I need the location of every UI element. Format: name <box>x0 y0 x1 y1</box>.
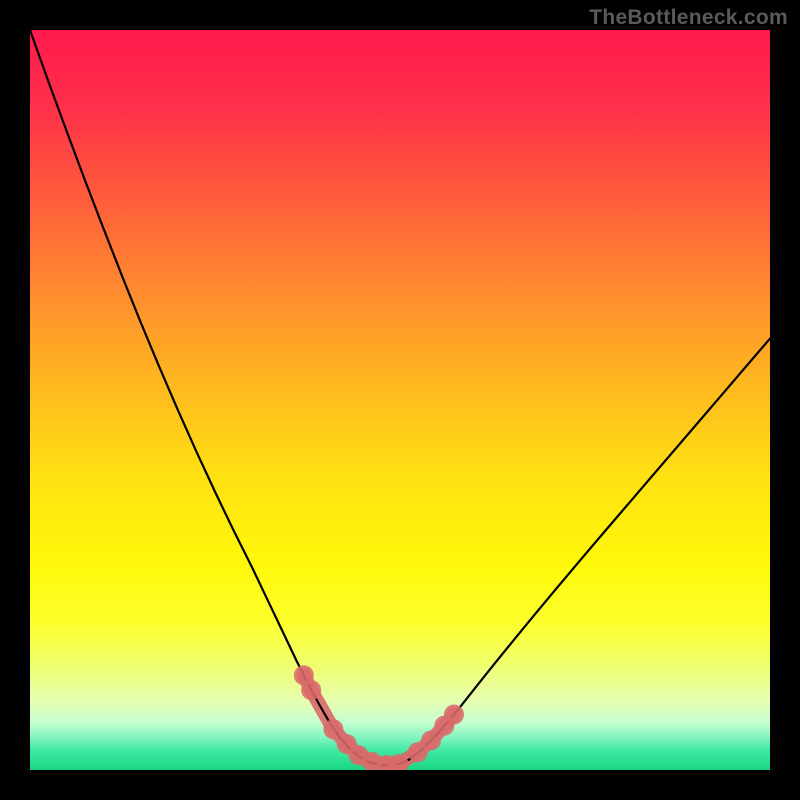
data-marker <box>323 719 343 739</box>
data-marker <box>301 680 321 700</box>
curves-layer <box>30 30 770 770</box>
bottleneck-curve-left <box>30 30 388 766</box>
bottleneck-curve-right <box>388 339 770 766</box>
plot-area <box>30 30 770 770</box>
watermark-text: TheBottleneck.com <box>589 6 788 30</box>
data-marker <box>444 705 464 725</box>
marker-connector <box>304 675 454 765</box>
chart-container: TheBottleneck.com <box>0 0 800 800</box>
data-marker <box>421 730 441 750</box>
